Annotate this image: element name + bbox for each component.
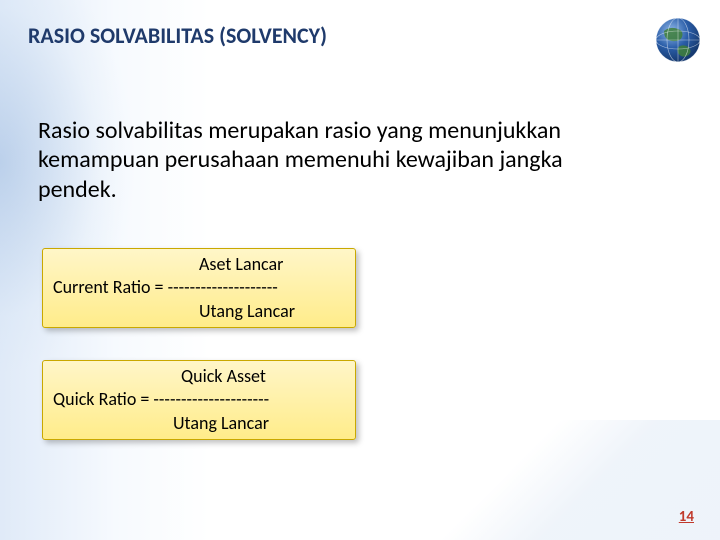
slide-title: RASIO SOLVABILITAS (SOLVENCY) (28, 22, 327, 49)
formula-denominator: Utang Lancar (53, 412, 345, 435)
formula-box-current-ratio: Aset Lancar Current Ratio = ------------… (42, 248, 356, 328)
formula-equation: Current Ratio = -------------------- (53, 276, 345, 299)
formula-box-quick-ratio: Quick Asset Quick Ratio = --------------… (42, 360, 356, 440)
formula-numerator: Quick Asset (53, 365, 345, 388)
formula-denominator: Utang Lancar (53, 300, 345, 323)
formula-equation: Quick Ratio = --------------------- (53, 388, 345, 411)
page-number: 14 (679, 508, 694, 526)
globe-icon (654, 16, 702, 64)
slide-body-text: Rasio solvabilitas merupakan rasio yang … (38, 116, 578, 204)
formula-numerator: Aset Lancar (53, 253, 345, 276)
